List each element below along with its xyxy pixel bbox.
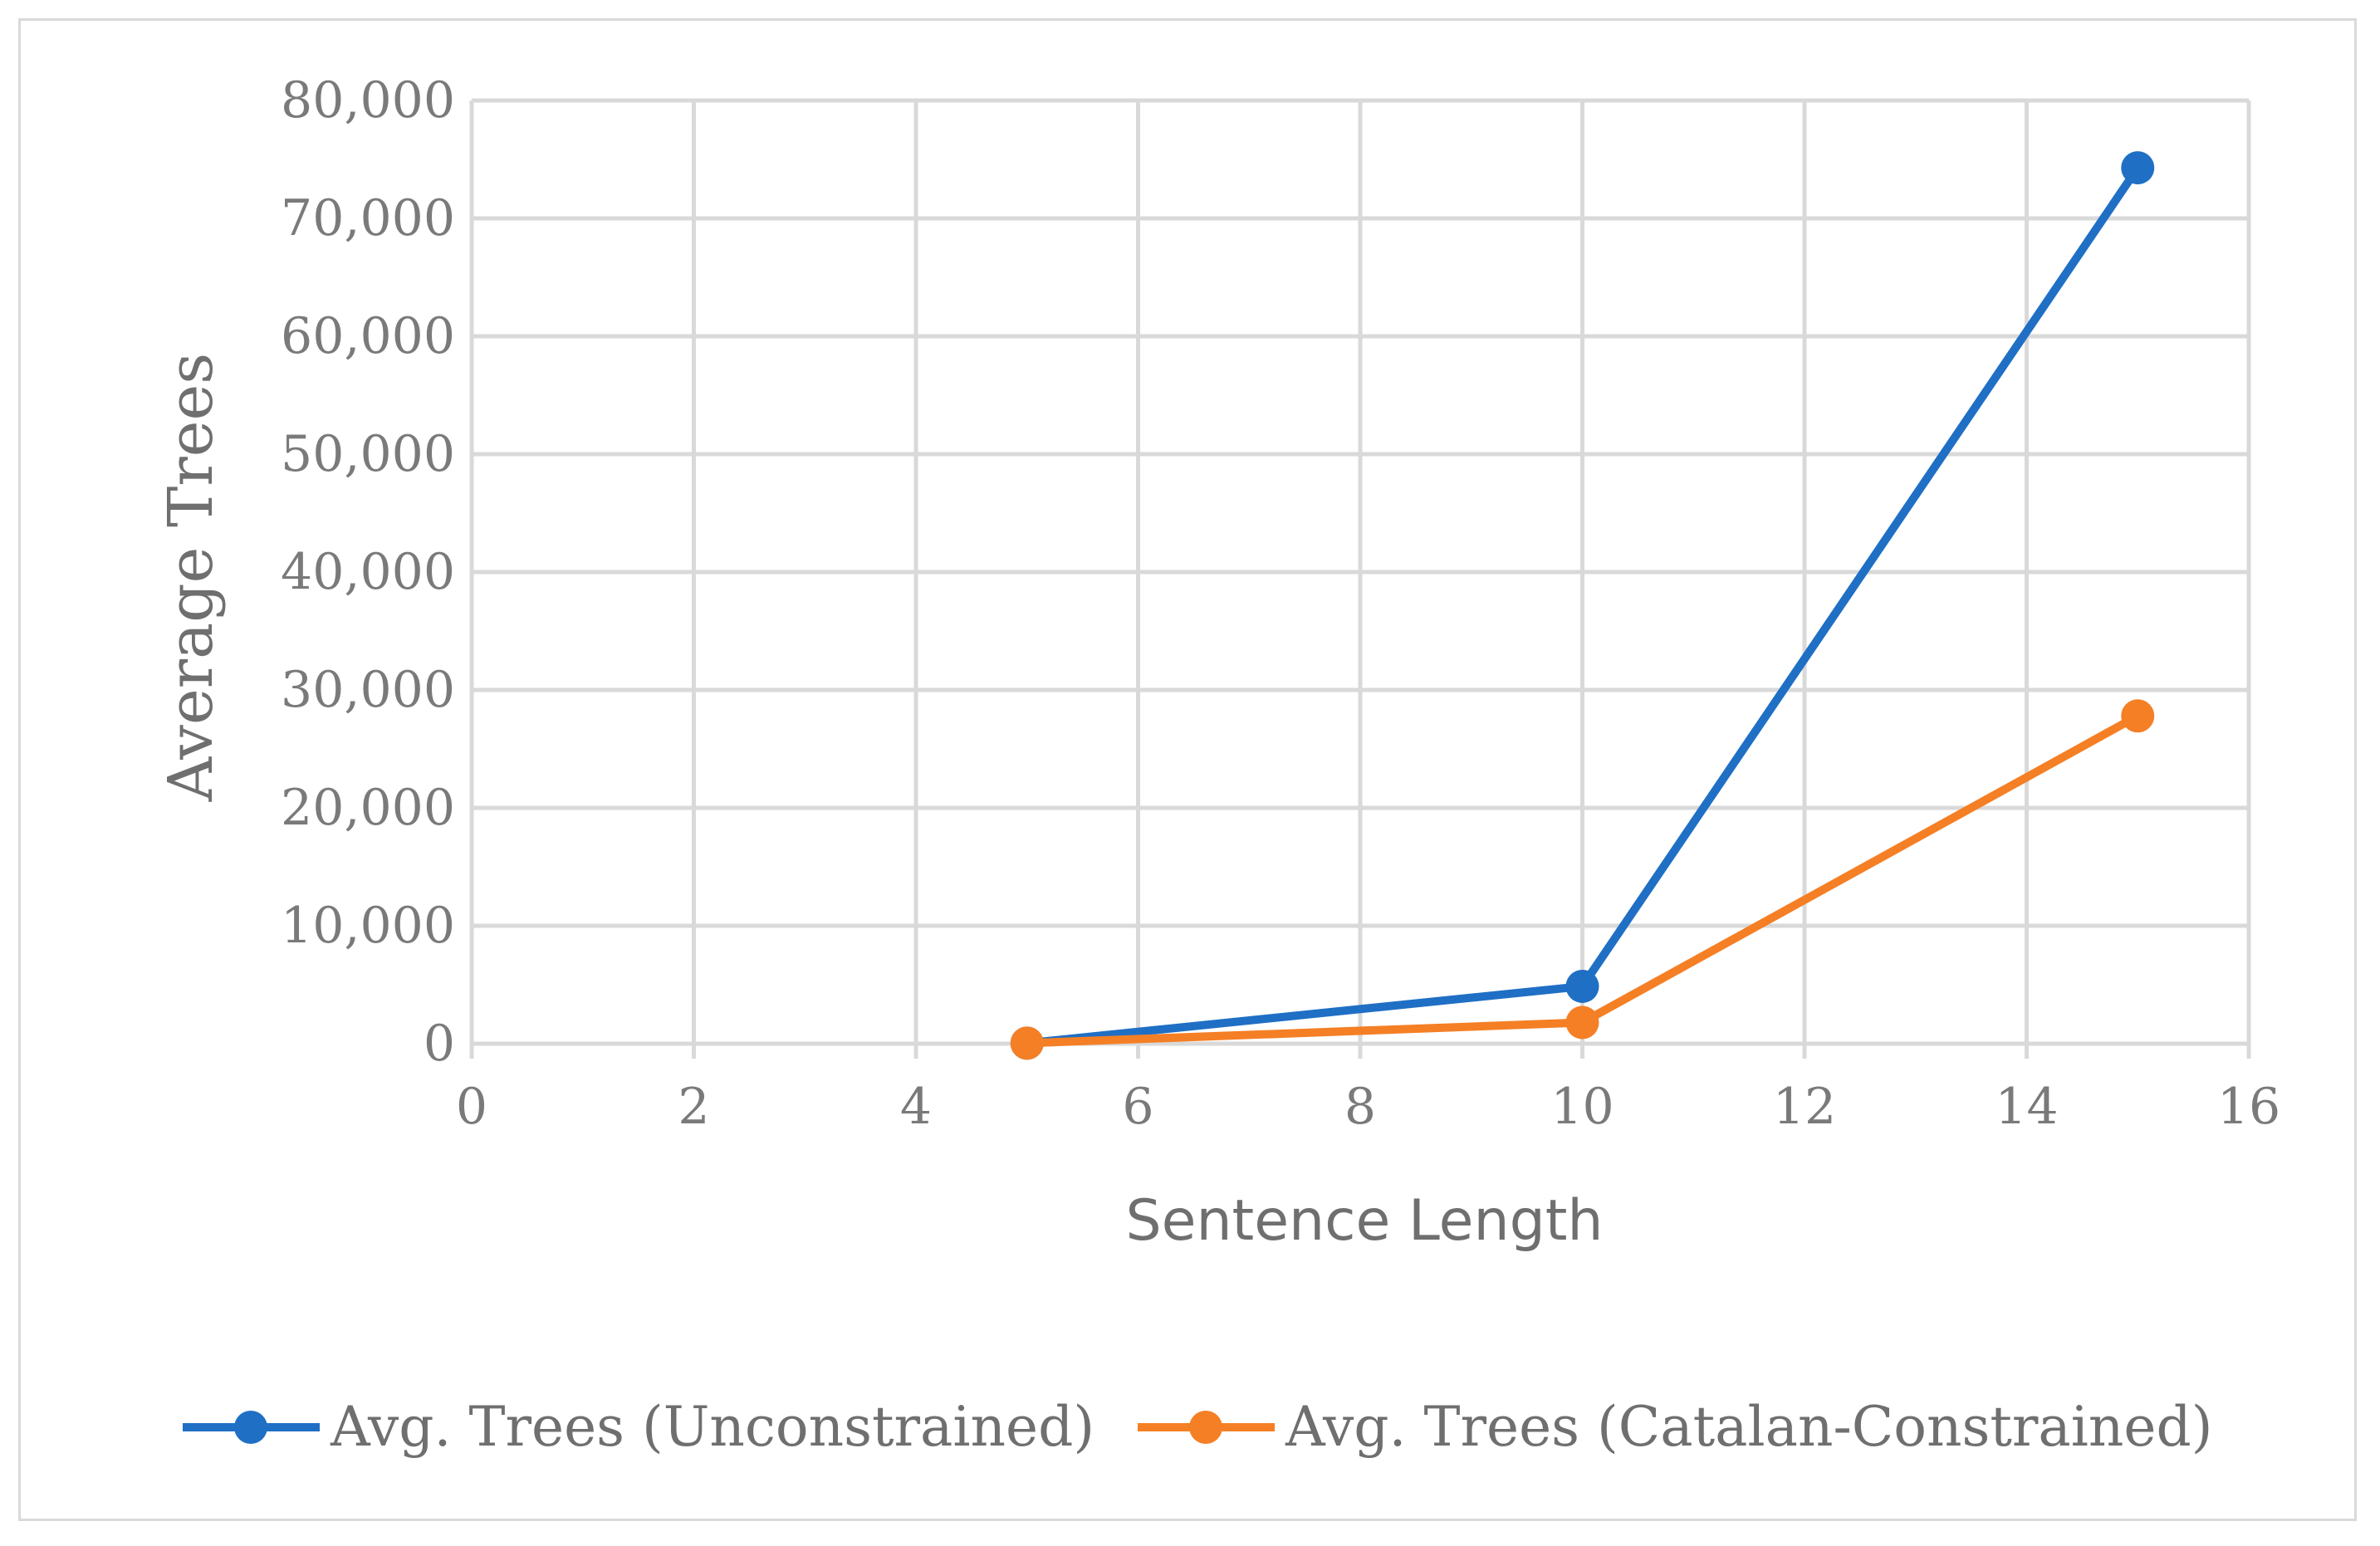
x-tick-label: 10 [1550, 1078, 1614, 1136]
y-axis-title: Average Trees [155, 353, 227, 803]
x-tick-label: 8 [1344, 1078, 1376, 1136]
x-tick-label: 14 [1995, 1078, 2058, 1136]
y-tick-label: 80,000 [281, 71, 455, 130]
x-axis-ticks: 0 2 4 6 8 10 12 14 16 [456, 1078, 2280, 1136]
x-tick-label: 4 [900, 1078, 932, 1136]
y-tick-label: 0 [424, 1015, 455, 1073]
legend: Avg. Trees (Unconstrained) Avg. Trees (Ca… [183, 1395, 2212, 1459]
series-2-point [1010, 1026, 1044, 1060]
series-1-point [2121, 151, 2155, 185]
x-tick-label: 16 [2217, 1078, 2280, 1136]
x-tick-label: 12 [1773, 1078, 1836, 1136]
legend-swatch-marker [1189, 1411, 1222, 1444]
x-tick-label: 0 [456, 1078, 487, 1136]
series-2-point [2121, 699, 2155, 733]
x-axis-title: Sentence Length [1125, 1188, 1603, 1254]
legend-swatch-marker [234, 1411, 267, 1444]
y-tick-label: 30,000 [281, 661, 455, 719]
y-tick-label: 70,000 [281, 189, 455, 247]
line-chart: 0 10,000 20,000 30,000 40,000 50,000 60,000 70,… [155, 71, 2280, 1459]
series-layer [1010, 151, 2155, 1060]
y-tick-label: 20,000 [281, 779, 455, 837]
legend-label: Avg. Trees (Catalan-Constrained) [1285, 1395, 2212, 1459]
gridlines [469, 98, 2251, 1059]
y-tick-label: 50,000 [281, 425, 455, 483]
y-axis-ticks: 0 10,000 20,000 30,000 40,000 50,000 60,000 70,… [281, 71, 455, 1073]
series-1-point [1565, 969, 1599, 1003]
x-tick-label: 2 [678, 1078, 709, 1136]
y-tick-label: 10,000 [281, 897, 455, 955]
series-2-point [1565, 1005, 1599, 1040]
x-tick-label: 6 [1122, 1078, 1153, 1136]
legend-label: Avg. Trees (Unconstrained) [330, 1395, 1095, 1459]
y-tick-label: 60,000 [281, 307, 455, 365]
chart-frame: 0 10,000 20,000 30,000 40,000 50,000 60,000 70,… [18, 18, 2357, 1521]
y-tick-label: 40,000 [281, 543, 455, 601]
